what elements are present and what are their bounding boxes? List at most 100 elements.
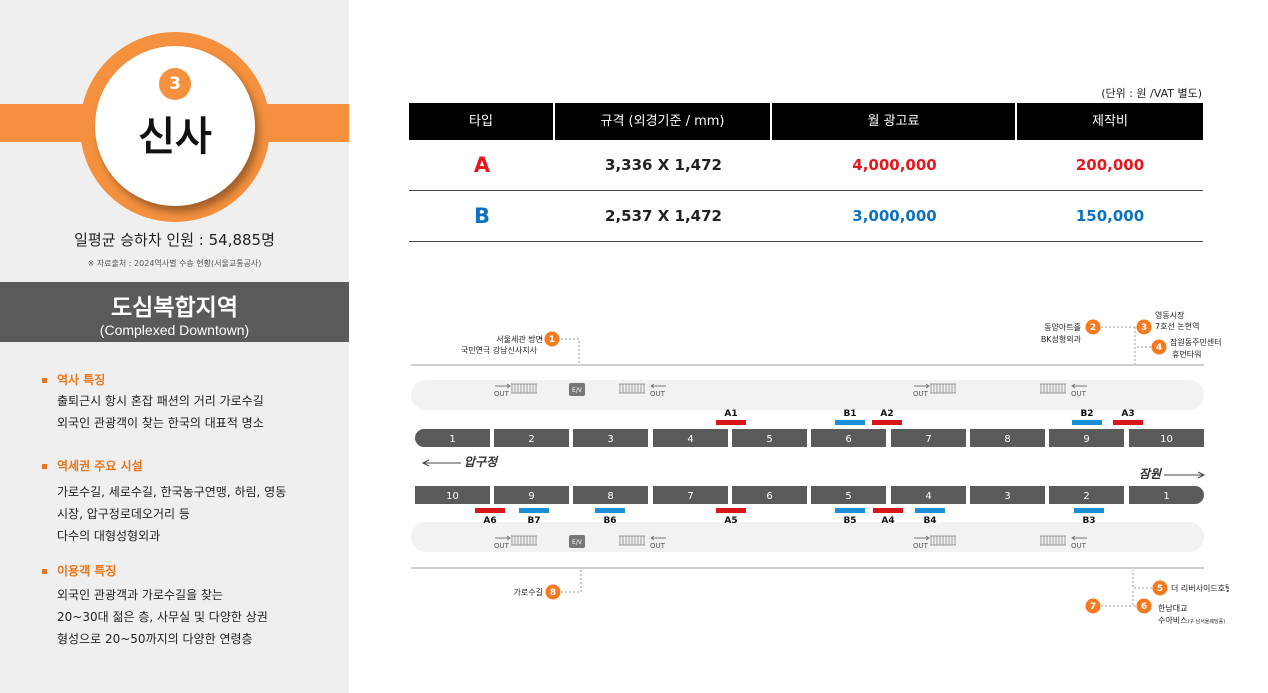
train-car-number: 10: [1160, 434, 1173, 445]
top-train: 1 2 3 4 5 6 7 8 9 10: [415, 429, 1204, 447]
svg-text:3: 3: [1141, 323, 1147, 333]
exit-2-callout: 동양아트홀 BK성형외과 2: [1041, 319, 1137, 344]
svg-text:2: 2: [1090, 323, 1096, 333]
svg-text:서울세관 방면: 서울세관 방면: [496, 334, 543, 344]
ad-slot-label: B6: [603, 516, 616, 526]
out-label: OUT: [650, 542, 666, 550]
train-car: [415, 486, 490, 504]
train-car-number: 4: [687, 434, 693, 445]
train-car-number: 6: [766, 491, 772, 502]
ridership-text: 일평균 승하차 인원 : 54,885명: [74, 231, 275, 249]
svg-text:BK성형외과: BK성형외과: [1041, 334, 1082, 344]
stairs-icon: [1040, 535, 1066, 546]
row-monthly: 4,000,000: [852, 156, 937, 174]
train-car-number: 4: [925, 491, 931, 502]
arrow-right-icon: [1197, 471, 1206, 479]
row-production: 150,000: [1075, 207, 1145, 225]
direction-right-label: 잠원: [1139, 467, 1163, 481]
svg-text:한남대교: 한남대교: [1158, 604, 1187, 613]
section-line: 20~30대 젊은 층, 사무실 및 다양한 상권: [57, 610, 268, 624]
out-label: OUT: [494, 542, 510, 550]
bottom-facilities: OUT E/V OUT OUT OUT: [494, 535, 1087, 550]
top-facilities: OUT E/V OUT OUT OUT: [494, 383, 1087, 398]
out-label: OUT: [913, 542, 929, 550]
section-line: 외국인 관광객이 찾는 한국의 대표적 명소: [57, 416, 264, 430]
train-car: [573, 429, 648, 447]
svg-text:잠원동주민센터: 잠원동주민센터: [1170, 337, 1222, 347]
out-label: OUT: [1071, 390, 1087, 398]
train-car-number: 8: [1004, 434, 1010, 445]
ad-slot-bar: [716, 508, 746, 513]
exit-1-badge: [544, 331, 560, 347]
train-car-number: 1: [449, 434, 455, 445]
ad-slot-bar: [1072, 420, 1102, 425]
exit-8-callout: 가로수길 8: [514, 570, 582, 600]
svg-text:더 리버사이드호텔: 더 리버사이드호텔: [1171, 583, 1229, 593]
train-car-number: 10: [446, 491, 459, 502]
exit-5-badge: [1152, 580, 1168, 596]
train-car-number: 2: [528, 434, 534, 445]
train-car: [811, 486, 886, 504]
exit-2-badge: [1085, 319, 1101, 335]
exit-8-badge: [545, 584, 561, 600]
train-car-number: 8: [607, 491, 613, 502]
ad-slot-bar: [835, 508, 865, 513]
train-car: [891, 429, 966, 447]
train-car: [494, 486, 569, 504]
station-info-panel: 3 신사 일평균 승하차 인원 : 54,885명 ※ 자료출처 : 2024역…: [0, 0, 349, 693]
floor-strip: [411, 522, 1204, 552]
train-car-number: 7: [925, 434, 931, 445]
exit-3-callout: 3 영동시장 7호선 논현역: [1134, 310, 1199, 364]
svg-text:영동시장: 영동시장: [1155, 310, 1185, 320]
ad-slot-bar: [1113, 420, 1143, 425]
train-car: [415, 429, 490, 447]
section-line: 외국인 관광객과 가로수길을 찾는: [57, 588, 224, 602]
ad-slot-bar: [915, 508, 945, 513]
table-header: 타입 규격 (외경기준 / mm) 월 광고료 제작비: [409, 103, 1203, 140]
section-facilities: 역세권 주요 시설 가로수길, 세로수길, 한국농구연맹, 하림, 영동 시장,…: [42, 457, 286, 547]
zone-subtitle: (Complexed Downtown): [99, 322, 250, 338]
ad-slot-bar: [835, 420, 865, 425]
stairs-icon: [511, 535, 537, 546]
train-car: [1129, 486, 1204, 504]
train-car-number: 1: [1163, 491, 1169, 502]
ad-slot-bar: [1074, 508, 1104, 513]
ad-slot-label: B7: [527, 516, 540, 526]
ad-slot-label: B4: [923, 516, 936, 526]
train-car: [1049, 429, 1124, 447]
train-car: [732, 486, 807, 504]
bottom-ad-slots: A6 B7 B6 A5 B5 A4 B4 B3: [475, 508, 1104, 526]
ad-slot-label: A1: [724, 409, 737, 419]
svg-text:휴먼타워: 휴먼타워: [1172, 349, 1201, 359]
ad-slot-bar: [716, 420, 746, 425]
zone-title: 도심복합지역: [111, 295, 238, 321]
train-car: [653, 429, 728, 447]
train-car-number: 3: [1004, 491, 1010, 502]
header-monthly: 월 광고료: [772, 103, 1017, 140]
ad-slot-bar: [872, 420, 902, 425]
train-car-number: 9: [1083, 434, 1089, 445]
train-car: [653, 486, 728, 504]
floor-strip: [411, 380, 1204, 410]
exit-6-callout: 6 한남대교 수아비스(구 남서울웨딩홀): [1132, 590, 1225, 625]
ad-slot-label: B1: [843, 409, 856, 419]
train-car-number: 2: [1083, 491, 1089, 502]
out-label: OUT: [650, 390, 666, 398]
train-car: [573, 486, 648, 504]
bottom-train: 10 9 8 7 6 5 4 3 2 1: [415, 486, 1204, 504]
ad-slot-bar: [873, 508, 903, 513]
header-production: 제작비: [1092, 114, 1128, 129]
exit-7-callout: 7: [1085, 598, 1133, 614]
row-production: 200,000: [1075, 156, 1145, 174]
ad-slot-label: A3: [1121, 409, 1134, 419]
direction-left-label: 압구정: [464, 455, 499, 469]
svg-text:6: 6: [1141, 602, 1147, 612]
ad-slot-label: B2: [1080, 409, 1093, 419]
ad-slot-label: A4: [881, 516, 894, 526]
bullet-icon: [42, 569, 47, 574]
exit-4-badge: [1151, 339, 1167, 355]
data-source-note: ※ 자료출처 : 2024역사별 수송 현황(서울교통공사): [87, 259, 262, 268]
bullet-icon: [42, 378, 47, 383]
section-line: 출퇴근시 항시 혼잡 패션의 거리 가로수길: [57, 394, 264, 408]
table-row: B 2,537 X 1,472 3,000,000 150,000: [409, 191, 1203, 242]
